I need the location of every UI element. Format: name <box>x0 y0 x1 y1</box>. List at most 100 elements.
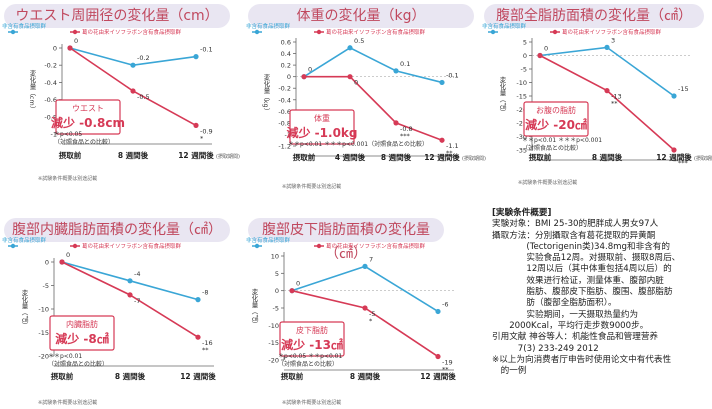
data-point <box>362 263 368 269</box>
chart-visceral-fat: 腹部内臓脂肪面積の変化量（㎠） 非含有食品摂取群 葛の花由来イソフラボン含有食品摂… <box>0 214 238 409</box>
data-label: 0 <box>66 251 70 259</box>
legend-marker-control <box>10 29 16 35</box>
data-label: 3 <box>611 36 615 44</box>
stat-note: （対照食品との比較） <box>54 138 114 146</box>
data-label: 0 <box>354 79 358 87</box>
legend-label-test: 葛の花由来イソフラボン含有食品摂取群 <box>326 242 426 250</box>
y-tick-label: -35 <box>516 147 527 155</box>
data-point <box>130 88 136 94</box>
data-label: -13 <box>611 93 622 101</box>
conditions-line: 引用文献 神谷等人：机能性食品和管理营养 <box>492 332 659 343</box>
data-point <box>671 147 677 153</box>
y-tick-label: 0 <box>275 287 279 295</box>
chart-subcutaneous-fat: 腹部皮下脂肪面積の変化量（㎠） 非含有食品摂取群 葛の花由来イソフラボン含有食品摂… <box>244 214 482 409</box>
x-tick-label: 摂取前 <box>281 371 304 381</box>
data-label: -0.9 <box>200 127 213 135</box>
significance-mark: ** <box>442 366 449 374</box>
data-point <box>195 334 201 340</box>
x-tick-label: 12 週間後 <box>180 371 216 381</box>
data-point <box>435 353 441 360</box>
y-tick-label: -1.2 <box>278 143 291 151</box>
chart-total-fat: 腹部全脂肪面積の変化量（㎠） 非含有食品摂取群 葛の花由来イソフラボン含有食品摂取… <box>480 0 712 200</box>
data-label: 0 <box>74 37 78 45</box>
x-unit-label: (摂取期間) <box>462 155 486 162</box>
y-tick-label: -0.2 <box>44 62 57 70</box>
data-point <box>127 278 133 284</box>
data-label: -0.2 <box>137 54 150 62</box>
conditions-line: 12周以后（其中体重包括4周以后）的 <box>492 264 672 275</box>
footnote: ※試験条件概要は別途記載 <box>518 179 577 186</box>
callout-frame <box>523 101 589 137</box>
y-tick-label: -15 <box>38 329 49 337</box>
x-tick-label: 8 週間後 <box>592 152 623 162</box>
y-tick-label: -20 <box>268 357 279 365</box>
y-tick-label: -5 <box>43 282 49 290</box>
data-label: -19 <box>442 359 453 367</box>
chart-title: 体重の変化量（kg） <box>248 4 474 28</box>
callout-heading: お腹の脂肪 <box>536 105 576 115</box>
y-axis-label: 変化量（㎠） <box>498 75 506 115</box>
conditions-line: ※以上为向消费者厅申告时使用论文中有代表性 <box>492 354 672 365</box>
chart-waist: ウエスト周囲径の変化量（cm） 非含有食品摂取群 葛の花由来イソフラボン含有食品摂… <box>0 0 240 200</box>
legend-marker-control <box>490 29 496 35</box>
significance-mark: * <box>369 317 373 325</box>
x-unit-label: (摂取期間) <box>216 153 240 160</box>
data-label: -0.1 <box>446 71 459 79</box>
data-point <box>67 45 73 51</box>
data-point <box>289 288 295 294</box>
data-point <box>127 292 133 298</box>
legend-label-control: 非含有食品摂取群 <box>246 236 291 244</box>
stat-note: ＊＊p<0.01 <box>48 353 82 360</box>
legend-marker-test <box>552 29 558 35</box>
y-tick-label: -25 <box>516 120 527 128</box>
conditions-line: 2000Kcal，平均行走步数9000步。 <box>492 320 649 331</box>
y-tick-label: -0.4 <box>278 96 291 104</box>
y-tick-label: 0 <box>45 259 49 267</box>
callout-value: 減少 -8㎠ <box>55 331 109 346</box>
x-tick-label: 4 週間後 <box>335 152 366 162</box>
y-tick-label: 0.4 <box>281 50 291 58</box>
data-label: -7 <box>134 297 140 305</box>
legend-label-test: 葛の花由来イソフラボン含有食品摂取群 <box>82 28 182 36</box>
data-label: -1.1 <box>446 142 459 150</box>
data-label: -0.1 <box>200 46 213 54</box>
chart-svg: 非含有食品摂取群葛の花由来イソフラボン含有食品摂取群0-0.2-0.4-0.6-… <box>2 22 240 182</box>
footnote: ※試験条件概要は別途記載 <box>282 183 341 190</box>
callout-frame <box>49 315 115 351</box>
legend-marker-test <box>316 243 322 249</box>
data-point <box>301 74 307 80</box>
y-tick-label: -20 <box>38 353 49 361</box>
stat-note: ＊p<0.05 ＊＊p<0.01 <box>278 353 342 360</box>
y-tick-label: -0.8 <box>278 119 291 127</box>
series-line <box>304 75 443 141</box>
callout-heading: ウエスト <box>72 104 104 113</box>
y-tick-label: -0.8 <box>44 113 57 121</box>
data-label: -35 <box>678 152 689 160</box>
legend-label-test: 葛の花由来イソフラボン含有食品摂取群 <box>562 28 662 36</box>
conditions-line: 7(3) 233-249 2012 <box>492 343 599 354</box>
data-label: 0.1 <box>400 60 410 68</box>
y-tick-label: -5 <box>273 305 279 313</box>
conditions-line: 实验食品12周。对摄取前、摄取8周后、 <box>492 253 681 264</box>
x-tick-label: 8 週間後 <box>350 371 381 381</box>
chart-title: ウエスト周囲径の変化量（cm） <box>4 4 230 28</box>
data-label: -4 <box>134 270 140 278</box>
legend-marker-test <box>316 29 322 35</box>
callout-value: 減少 -0.8cm <box>51 115 125 130</box>
footnote: ※試験条件概要は別途記載 <box>38 175 97 182</box>
data-point <box>347 45 353 51</box>
y-tick-label: -0.6 <box>278 108 291 116</box>
x-tick-label: 8 週間後 <box>381 152 412 162</box>
significance-mark: ** <box>446 149 453 157</box>
x-tick-label: 12 週間後 <box>424 152 460 162</box>
data-label: 0 <box>308 66 312 74</box>
callout-value: 減少 -20㎠ <box>525 117 587 132</box>
